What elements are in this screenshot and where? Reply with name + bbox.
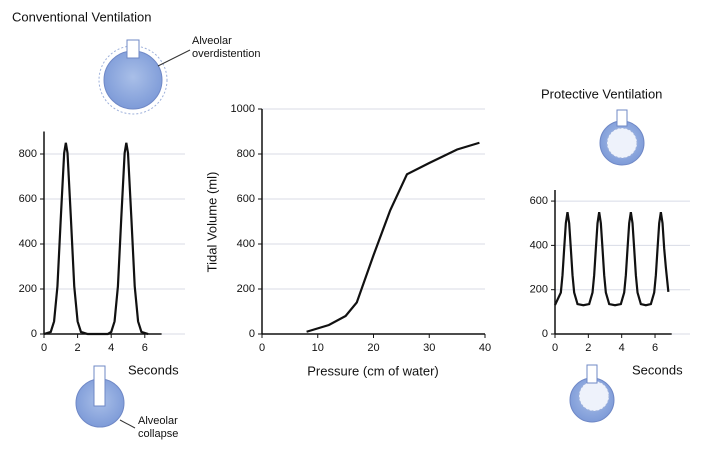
x-tick-label: 6 (652, 342, 658, 354)
y-tick-label: 0 (31, 328, 37, 340)
y-tick-label: 1000 (231, 103, 255, 115)
x-tick-label: 20 (367, 342, 379, 354)
chart-title: Conventional Ventilation (12, 9, 152, 24)
y-tick-label: 400 (19, 238, 37, 250)
annotation: Alveolar (192, 35, 232, 47)
y-tick-label: 800 (19, 148, 37, 160)
x-tick-label: 2 (585, 342, 591, 354)
x-tick-label: 0 (552, 342, 558, 354)
x-axis-label: Pressure (cm of water) (307, 363, 438, 378)
alveolus-overdistended-icon (98, 39, 191, 115)
alveolus-protective-icon (599, 109, 645, 166)
annotation: overdistention (192, 48, 261, 60)
x-tick-label: 0 (41, 342, 47, 354)
y-tick-label: 0 (249, 328, 255, 340)
x-tick-label: 4 (619, 342, 625, 354)
y-tick-label: 600 (237, 193, 255, 205)
y-tick-label: 0 (542, 328, 548, 340)
x-axis-label: Seconds (128, 362, 179, 377)
x-tick-label: 4 (108, 342, 114, 354)
y-tick-label: 200 (19, 283, 37, 295)
data-line (306, 141, 480, 333)
chart-title: Protective Ventilation (541, 86, 662, 101)
x-tick-label: 40 (479, 342, 491, 354)
y-tick-label: 800 (237, 148, 255, 160)
y-tick-label: 200 (530, 284, 548, 296)
x-tick-label: 30 (423, 342, 435, 354)
y-tick-label: 600 (19, 193, 37, 205)
y-tick-label: 400 (530, 239, 548, 251)
y-axis-label: Tidal Volume (ml) (204, 172, 219, 273)
x-tick-label: 0 (259, 342, 265, 354)
data-line (43, 142, 149, 336)
y-tick-label: 400 (237, 238, 255, 250)
alveolus-collapsed-icon (75, 365, 136, 429)
x-tick-label: 2 (75, 342, 81, 354)
annotation: Alveolar (138, 415, 178, 427)
x-tick-label: 6 (142, 342, 148, 354)
data-line (554, 211, 670, 307)
alveolus-protective-icon (569, 364, 615, 423)
annotation: collapse (138, 428, 178, 440)
y-tick-label: 200 (237, 283, 255, 295)
x-axis-label: Seconds (632, 362, 683, 377)
y-tick-label: 600 (530, 195, 548, 207)
x-tick-label: 10 (312, 342, 324, 354)
